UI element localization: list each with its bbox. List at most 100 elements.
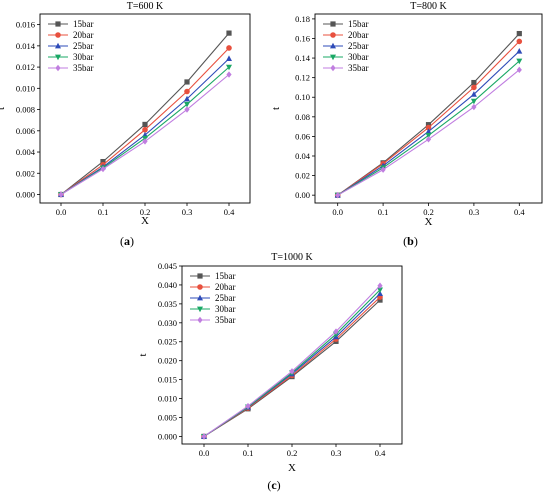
legend-marker-35bar — [197, 316, 203, 324]
x-tick-label: 0.0 — [199, 448, 210, 458]
data-point-30bar — [377, 287, 383, 294]
legend-label-30bar: 30bar — [348, 52, 369, 62]
data-point-35bar — [289, 368, 295, 375]
legend-marker-35bar — [330, 64, 336, 72]
x-tick-label: 0.4 — [224, 207, 235, 217]
legend-label-15bar: 15bar — [348, 19, 369, 29]
data-point-25bar — [377, 290, 383, 297]
y-tick-label: 0.006 — [16, 126, 35, 136]
data-point-30bar — [516, 58, 523, 65]
data-point-15bar — [100, 158, 106, 165]
x-axis-label: X — [425, 216, 433, 228]
data-point-35bar — [333, 328, 339, 335]
legend-marker-15bar — [330, 21, 336, 27]
data-point-35bar — [142, 138, 148, 145]
data-point-15bar — [471, 79, 477, 86]
data-point-25bar — [184, 95, 190, 102]
chart-title: T=800 K — [410, 1, 447, 12]
y-tick-label: 0.025 — [158, 337, 177, 347]
y-tick-label: 0.002 — [16, 168, 35, 178]
x-tick-label: 0.1 — [378, 207, 389, 217]
panel-label: (a) — [120, 234, 134, 248]
data-point-35bar — [58, 191, 64, 198]
y-tick-label: 0.10 — [295, 92, 310, 102]
chart-title: T=600 K — [127, 1, 164, 12]
data-point-35bar — [380, 166, 386, 173]
y-tick-label: 0.010 — [158, 394, 177, 404]
x-tick-label: 0.3 — [182, 207, 193, 217]
x-tick-label: 0.4 — [375, 448, 386, 458]
data-point-35bar — [184, 106, 190, 113]
y-tick-label: 0.18 — [295, 14, 310, 24]
x-tick-label: 0.2 — [287, 448, 298, 458]
x-tick-label: 0.3 — [469, 207, 480, 217]
legend-label-30bar: 30bar — [73, 52, 94, 62]
y-tick-label: 0.005 — [158, 412, 177, 422]
x-tick-label: 0.1 — [243, 448, 254, 458]
legend-label-20bar: 20bar — [73, 30, 94, 40]
x-tick-label: 0.0 — [56, 207, 67, 217]
legend-label-25bar: 25bar — [215, 293, 236, 303]
legend-marker-15bar — [55, 21, 61, 27]
legend-marker-25bar — [197, 294, 203, 301]
legend-marker-30bar — [55, 54, 61, 61]
data-point-20bar — [226, 45, 232, 51]
data-point-15bar — [377, 297, 383, 303]
y-tick-label: 0.12 — [295, 73, 310, 83]
legend-marker-20bar — [330, 32, 336, 38]
legend-label-15bar: 15bar — [73, 19, 94, 29]
data-point-15bar — [425, 122, 432, 128]
y-tick-label: 0.000 — [16, 190, 35, 200]
data-point-20bar — [425, 124, 432, 131]
legend-marker-30bar — [197, 306, 203, 313]
data-point-15bar — [142, 121, 148, 128]
x-axis-label: X — [288, 462, 296, 474]
data-point-35bar — [377, 282, 383, 289]
data-point-35bar — [471, 103, 477, 111]
x-tick-label: 0.2 — [423, 207, 434, 217]
y-tick-label: 0.000 — [158, 431, 177, 441]
y-tick-label: 0.008 — [16, 105, 35, 115]
y-tick-label: 0.012 — [16, 62, 35, 72]
legend-label-35bar: 35bar — [348, 63, 369, 73]
data-point-15bar — [226, 30, 232, 36]
y-tick-label: 0.004 — [16, 147, 36, 157]
x-tick-label: 0.1 — [98, 207, 109, 217]
data-point-30bar — [425, 133, 432, 139]
y-tick-label: 0.040 — [158, 280, 177, 290]
legend-marker-25bar — [330, 42, 336, 49]
y-axis-label: t — [0, 107, 7, 110]
y-tick-label: 0.020 — [158, 356, 177, 366]
data-point-25bar — [516, 48, 523, 54]
legend-label-25bar: 25bar — [73, 41, 94, 51]
legend-label-25bar: 25bar — [348, 41, 369, 51]
y-tick-label: 0.016 — [16, 20, 35, 30]
legend-marker-35bar — [55, 64, 61, 72]
legend-marker-25bar — [55, 42, 61, 49]
y-tick-label: 0.04 — [295, 151, 311, 161]
plot-frame — [39, 13, 251, 204]
data-point-35bar — [245, 402, 251, 410]
y-axis-label: t — [270, 107, 282, 110]
legend-marker-20bar — [197, 284, 203, 290]
legend-label-30bar: 30bar — [215, 304, 236, 314]
y-tick-label: 0.06 — [295, 131, 310, 141]
data-point-30bar — [226, 64, 232, 71]
y-tick-label: 0.030 — [158, 318, 177, 328]
y-tick-label: 0.010 — [16, 83, 35, 93]
legend-label-15bar: 15bar — [215, 271, 236, 281]
data-point-20bar — [142, 126, 148, 133]
y-tick-label: 0.00 — [295, 190, 310, 200]
legend-label-35bar: 35bar — [73, 63, 94, 73]
data-point-35bar — [516, 66, 522, 74]
data-point-35bar — [425, 136, 432, 143]
chart-title: T=1000 K — [271, 252, 313, 263]
data-point-20bar — [516, 38, 523, 45]
data-point-30bar — [184, 101, 190, 108]
legend-marker-20bar — [55, 32, 61, 38]
data-point-20bar — [471, 84, 477, 91]
data-point-25bar — [226, 55, 232, 61]
x-axis-label: X — [141, 215, 149, 227]
